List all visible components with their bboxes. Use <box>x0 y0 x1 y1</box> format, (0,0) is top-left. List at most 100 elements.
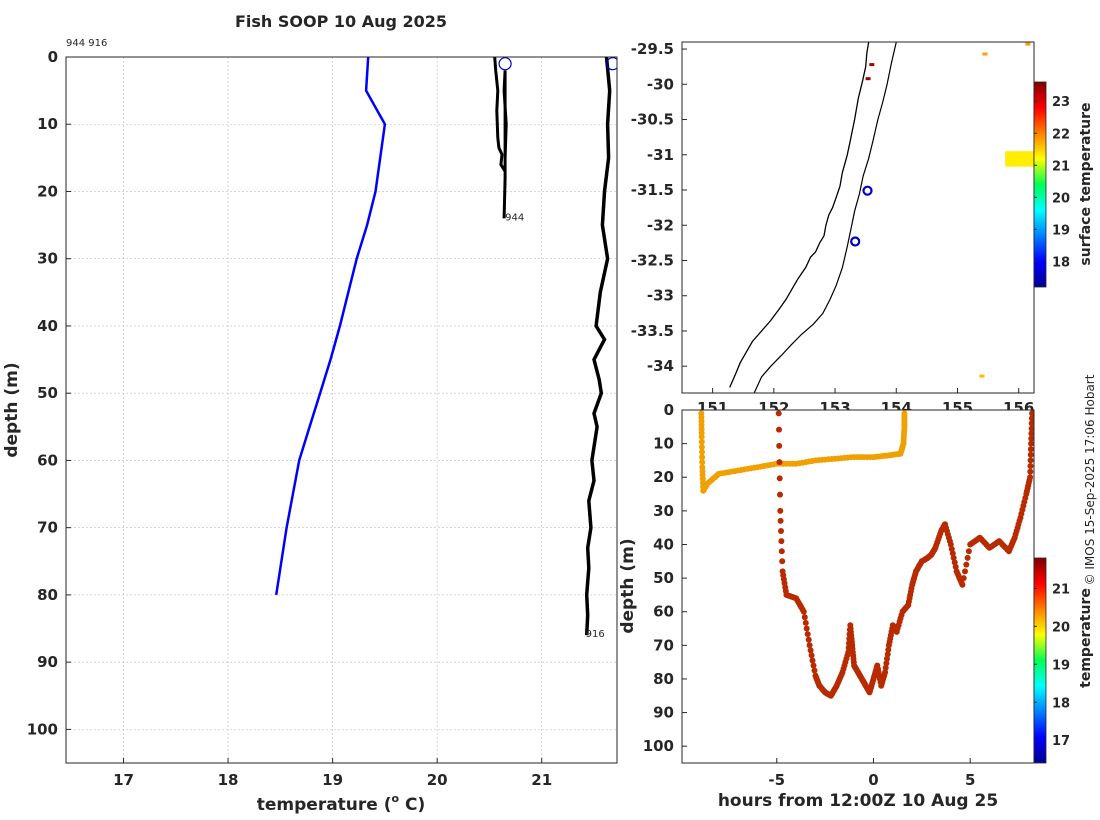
section-data-point <box>777 517 784 524</box>
shelf-edge-contour <box>753 42 897 393</box>
section-data-point <box>883 660 890 667</box>
map-colorbar-label: surface temperature <box>1078 102 1094 265</box>
section-data-point <box>698 444 705 450</box>
section-data-point <box>962 568 968 575</box>
section-y-tick-label: 40 <box>653 535 674 553</box>
map-colorbar-tick-label: 20 <box>1052 191 1070 206</box>
section-data-point <box>776 426 782 433</box>
map-colorbar <box>1033 81 1047 288</box>
map-y-ticks: -29.5 -30 -30.5 -31 -31.5 -32 -32.5 -33 -33.5 -34 <box>631 40 687 375</box>
section-data-point <box>964 554 971 561</box>
section-data-point <box>885 646 892 653</box>
surface-temperature-cell <box>1025 42 1031 46</box>
profile-y-tick-label: 0 <box>48 48 58 66</box>
profile-x-label-main: temperature ( <box>257 795 392 815</box>
section-x-label: hours from 12:00Z 10 Aug 25 <box>718 791 998 811</box>
profile-panel: Fish SOOP 10 Aug 2025 944 916 17 18 19 20 21… <box>2 12 618 815</box>
section-y-tick-label: 10 <box>653 435 674 453</box>
trace-label-944: 944 <box>505 212 524 223</box>
surface-temperature-cell <box>979 374 985 378</box>
section-data-point <box>698 438 705 445</box>
section-data-point <box>1028 415 1034 422</box>
section-data-point <box>882 664 889 671</box>
map-y-tick-label: -31.5 <box>631 181 674 199</box>
section-data-point <box>777 507 784 514</box>
profile-y-ticks: 0 10 20 30 40 50 60 70 80 90 100 <box>27 48 71 738</box>
section-x-tick-label: 0 <box>868 771 878 789</box>
section-y-tick-label: 80 <box>653 670 674 688</box>
profile-axes-box <box>65 56 618 764</box>
profile-y-tick-label: 70 <box>37 519 58 537</box>
section-data-points <box>698 410 1034 699</box>
profile-title: Fish SOOP 10 Aug 2025 <box>235 12 447 31</box>
surface-temperature-patch <box>1005 151 1034 167</box>
map-y-tick-label: -33.5 <box>631 322 674 340</box>
section-y-tick-label: 0 <box>664 401 674 419</box>
section-data-point <box>949 550 956 557</box>
section-data-point <box>778 548 785 555</box>
section-data-point <box>698 433 705 440</box>
section-colorbar-tick-label: 19 <box>1052 658 1070 673</box>
profile-x-label-end: C) <box>399 795 425 815</box>
section-data-point <box>1027 457 1034 464</box>
profile-y-tick-label: 20 <box>37 182 58 200</box>
map-colorbar-tick-label: 19 <box>1052 223 1070 238</box>
section-y-ticks: 0 10 20 30 40 50 60 70 80 90 100 <box>643 401 687 755</box>
section-data-point <box>845 649 852 656</box>
map-y-tick-label: -32.5 <box>631 251 674 269</box>
section-y-tick-label: 60 <box>653 603 674 621</box>
section-data-point <box>1027 463 1034 469</box>
map-y-tick-label: -33 <box>647 287 674 305</box>
trace-label-916: 916 <box>586 629 605 640</box>
section-data-point <box>699 459 706 466</box>
profile-y-tick-label: 60 <box>37 451 58 469</box>
section-data-point <box>1028 420 1034 427</box>
station-marker-1 <box>862 185 873 196</box>
profile-trace-916 <box>584 57 612 636</box>
section-data-point <box>776 442 783 449</box>
section-data-point <box>805 636 812 643</box>
section-data-point <box>778 538 785 545</box>
surface-temperature-cells <box>865 42 1031 378</box>
section-y-tick-label: 50 <box>653 569 674 587</box>
section-colorbar-tick-label: 17 <box>1052 734 1070 749</box>
profile-y-tick-label: 80 <box>37 586 58 604</box>
section-data-point <box>882 669 889 676</box>
section-data-point <box>776 459 783 466</box>
map-y-tick-label: -32 <box>647 216 674 234</box>
section-data-point <box>963 561 970 568</box>
section-data-point <box>803 625 810 632</box>
section-data-point <box>804 631 811 638</box>
map-colorbar-tick-label: 22 <box>1052 127 1070 142</box>
section-data-point <box>947 541 954 548</box>
profile-y-tick-label: 90 <box>37 653 58 671</box>
section-y-label: depth (m) <box>618 538 638 633</box>
section-y-tick-label: 90 <box>653 704 674 722</box>
section-colorbar <box>1033 557 1047 764</box>
profile-y-tick-label: 10 <box>37 115 58 133</box>
profile-x-label: temperature (o C) <box>257 792 426 815</box>
profile-y-tick-label: 30 <box>37 250 58 268</box>
section-data-point <box>699 454 706 461</box>
section-y-tick-label: 100 <box>643 737 674 755</box>
section-panel: 0 10 20 30 40 50 60 70 80 90 100 -5 0 5 hours from 1… <box>618 401 1094 811</box>
section-data-point <box>959 581 966 588</box>
surface-temperature-cell <box>869 63 875 67</box>
section-colorbar-ticks: 17 18 19 20 21 <box>1034 582 1070 749</box>
profile-x-tick-label: 19 <box>322 771 343 789</box>
section-data-point <box>778 528 784 534</box>
section-data-point <box>802 619 809 626</box>
profile-x-label-sup: o <box>392 792 400 805</box>
section-data-point <box>901 410 908 417</box>
profile-y-label: depth (m) <box>2 362 22 457</box>
section-data-point <box>806 642 813 649</box>
section-colorbar-label: temperature <box>1078 588 1094 688</box>
section-data-point <box>1027 451 1034 458</box>
section-x-tick-label: 5 <box>965 771 975 789</box>
section-data-point <box>1028 435 1034 442</box>
section-colorbar-tick-label: 18 <box>1052 696 1070 711</box>
section-data-point <box>950 554 957 561</box>
section-data-point <box>1028 425 1034 432</box>
map-panel: -29.5 -30 -30.5 -31 -31.5 -32 -32.5 -33 -33.5 -34… <box>631 40 1094 417</box>
